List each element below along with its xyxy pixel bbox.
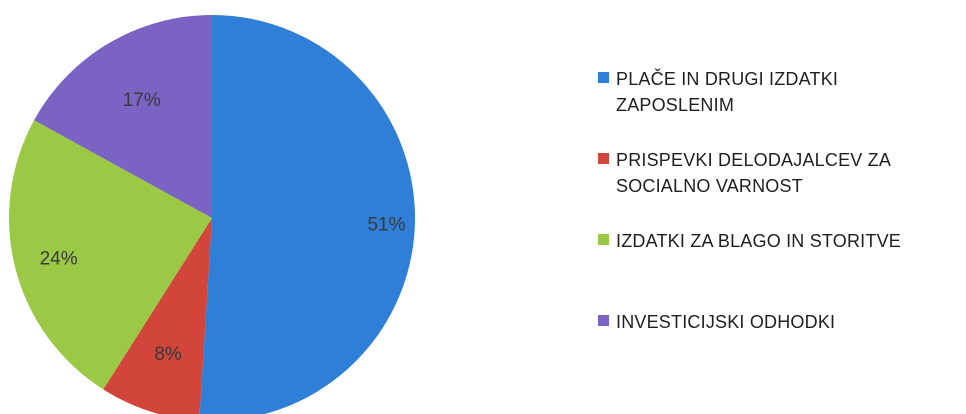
legend-swatch: [598, 234, 609, 245]
pie-slice-prispevki: [103, 218, 212, 414]
legend-item-investicijski: INVESTICIJSKI ODHODKI: [598, 309, 956, 335]
legend-item-place: PLAČE IN DRUGI IZDATKI ZAPOSLENIM: [598, 66, 956, 118]
pie-slice-place: [199, 15, 416, 414]
data-label-prispevki: 8%: [154, 344, 182, 365]
data-label-investicijski: 17%: [123, 90, 161, 111]
legend-label: IZDATKI ZA BLAGO IN STORITVE: [616, 231, 901, 251]
legend-item-izdatki: IZDATKI ZA BLAGO IN STORITVE: [598, 228, 956, 254]
pie-slice-izdatki: [8, 120, 212, 390]
pie-slices: [8, 15, 416, 414]
legend-label: PLAČE IN DRUGI IZDATKI ZAPOSLENIM: [616, 69, 839, 115]
legend-swatch: [598, 153, 609, 164]
pie-slice-investicijski: [34, 15, 213, 218]
pie-labels: 51% 8% 24% 17%: [40, 90, 406, 365]
legend-swatch: [598, 72, 609, 83]
data-label-izdatki: 24%: [40, 248, 78, 269]
data-label-place: 51%: [367, 214, 405, 235]
legend-label: PRISPEVKI DELODAJALCEV ZA SOCIALNO VARNO…: [616, 150, 891, 196]
legend-label: INVESTICIJSKI ODHODKI: [616, 312, 836, 332]
legend-swatch: [598, 315, 609, 326]
legend-item-prispevki: PRISPEVKI DELODAJALCEV ZA SOCIALNO VARNO…: [598, 147, 956, 199]
